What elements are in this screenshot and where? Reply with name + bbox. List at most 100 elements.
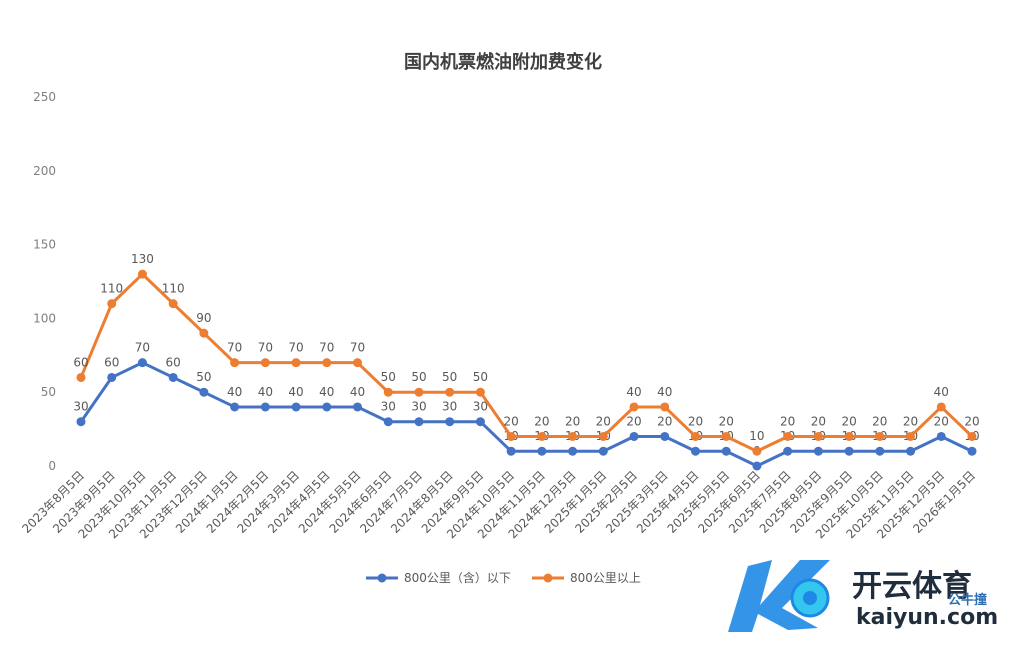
legend-marker [543,573,553,583]
x-axis: 2023年8月5日2023年9月5日2023年10月5日2023年11月5日20… [19,468,978,541]
watermark-tag: 公牛撞 [948,592,987,608]
data-label: 20 [841,414,856,428]
data-point [629,431,639,441]
data-label: 20 [964,414,979,428]
data-point [445,387,455,397]
data-label: 50 [411,370,426,384]
data-point [875,446,885,456]
data-label: 20 [534,414,549,428]
data-point [936,402,946,412]
y-tick-label: 200 [33,164,56,178]
chart-title: 国内机票燃油附加费变化 [404,51,602,73]
data-label: 40 [350,385,365,399]
data-point [107,299,117,309]
data-point [568,431,578,441]
data-label: 40 [258,385,273,399]
data-point [260,402,270,412]
data-point [844,446,854,456]
data-label: 20 [596,414,611,428]
data-point [783,446,793,456]
data-point [230,402,240,412]
data-label: 30 [411,400,426,414]
data-point [721,446,731,456]
data-point [721,431,731,441]
data-label: 70 [135,341,150,355]
watermark-brand: 开云体育 [852,569,972,604]
data-label: 20 [811,414,826,428]
y-tick-label: 150 [33,238,56,252]
data-label: 70 [319,341,334,355]
data-point [598,431,608,441]
data-label: 60 [73,355,88,369]
data-label: 30 [473,400,488,414]
data-label: 110 [100,282,123,296]
data-label: 40 [657,385,672,399]
data-label: 40 [227,385,242,399]
data-point [813,446,823,456]
data-label: 10 [749,429,764,443]
y-tick-label: 250 [33,90,56,104]
watermark-url: kaiyun.com [856,605,998,630]
data-point [322,402,332,412]
series-line [79,272,974,453]
data-point [568,446,578,456]
data-point [168,372,178,382]
data-point [660,431,670,441]
data-label: 20 [780,414,795,428]
data-point [291,402,301,412]
watermark-logo: 开云体育 kaiyun.com 公牛撞 [728,560,998,632]
data-label: 60 [166,355,181,369]
data-label: 110 [162,282,185,296]
data-label: 20 [934,414,949,428]
data-point [76,417,86,427]
data-label: 50 [473,370,488,384]
data-label: 20 [719,414,734,428]
data-point [76,372,86,382]
data-point [506,431,516,441]
data-point [844,431,854,441]
data-point [383,387,393,397]
series-line [79,361,974,468]
data-point [690,431,700,441]
data-point [752,446,762,456]
legend-label: 800公里（含）以下 [404,570,511,585]
data-label: 40 [319,385,334,399]
legend-label: 800公里以上 [570,571,641,585]
y-tick-label: 0 [48,459,56,473]
data-point [199,328,209,338]
data-label: 20 [872,414,887,428]
data-point [906,431,916,441]
data-point [168,299,178,309]
data-label: 40 [626,385,641,399]
data-label: 70 [350,341,365,355]
legend-marker [377,573,387,583]
data-label: 50 [381,370,396,384]
data-label: 50 [196,370,211,384]
data-point [690,446,700,456]
data-label: 20 [626,414,641,428]
data-point [629,402,639,412]
y-axis: 0 50 100 150 200 250 [33,90,56,473]
k-logo-icon [728,560,830,632]
data-point [291,358,301,368]
data-point [875,431,885,441]
series-layer: 3060706050404040404030303030101010102020… [73,252,980,471]
data-point [199,387,209,397]
data-label: 20 [903,414,918,428]
data-point [137,358,147,368]
data-point [660,402,670,412]
data-point [537,431,547,441]
data-label: 70 [258,341,273,355]
data-point [906,446,916,456]
data-label: 60 [104,355,119,369]
data-label: 30 [73,400,88,414]
data-label: 70 [227,341,242,355]
data-label: 40 [934,385,949,399]
data-label: 30 [381,400,396,414]
data-point [414,387,424,397]
data-point [967,446,977,456]
data-label: 20 [688,414,703,428]
data-point [936,431,946,441]
data-label: 90 [196,311,211,325]
